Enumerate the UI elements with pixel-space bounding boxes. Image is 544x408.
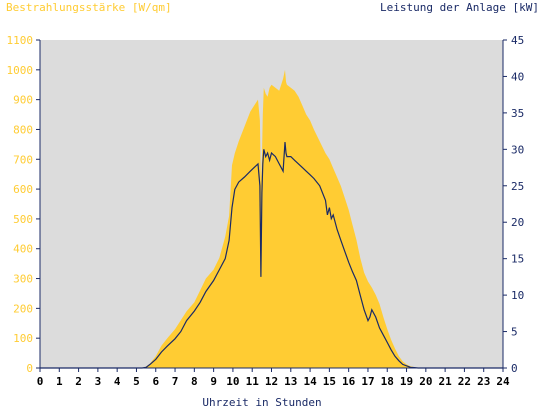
right-tick-label: 0 [511, 362, 518, 375]
right-tick-label: 25 [511, 180, 524, 193]
left-tick-label: 200 [13, 302, 33, 315]
right-tick-label: 30 [511, 143, 524, 156]
right-tick-label: 40 [511, 70, 524, 83]
right-tick-label: 5 [511, 326, 518, 339]
right-tick-label: 15 [511, 253, 524, 266]
right-tick-label: 45 [511, 34, 524, 47]
left-tick-label: 300 [13, 273, 33, 286]
x-tick-label: 17 [361, 375, 374, 388]
right-tick-label: 10 [511, 289, 524, 302]
x-tick-label: 16 [342, 375, 356, 388]
x-tick-label: 14 [303, 375, 317, 388]
irradiance-area [40, 69, 503, 369]
left-tick-label: 600 [13, 183, 33, 196]
x-tick-label: 20 [419, 375, 432, 388]
right-tick-label: 35 [511, 107, 524, 120]
x-tick-label: 2 [75, 375, 82, 388]
x-tick-label: 10 [226, 375, 239, 388]
left-tick-label: 100 [13, 332, 33, 345]
right-axis-title: Leistung der Anlage [kW] [380, 1, 539, 14]
x-axis-title: Uhrzeit in Stunden [202, 396, 321, 408]
x-tick-label: 12 [265, 375, 278, 388]
power-line [40, 141, 503, 369]
left-axis-title: Bestrahlungsstärke [W/qm] [6, 1, 172, 14]
x-tick-label: 24 [496, 375, 510, 388]
left-tick-label: 1100 [7, 34, 34, 47]
x-tick-label: 3 [95, 375, 102, 388]
left-tick-label: 800 [13, 123, 33, 136]
x-tick-label: 4 [114, 375, 121, 388]
right-tick-label: 20 [511, 216, 524, 229]
x-tick-label: 9 [210, 375, 217, 388]
x-tick-label: 5 [133, 375, 140, 388]
x-tick-label: 13 [284, 375, 297, 388]
x-tick-label: 18 [381, 375, 394, 388]
left-tick-label: 500 [13, 213, 33, 226]
left-tick-label: 0 [26, 362, 33, 375]
x-tick-label: 7 [172, 375, 179, 388]
x-tick-label: 21 [439, 375, 453, 388]
x-tick-label: 1 [56, 375, 63, 388]
left-tick-label: 900 [13, 94, 33, 107]
x-tick-label: 11 [246, 375, 260, 388]
left-tick-label: 1000 [7, 64, 34, 77]
x-tick-label: 8 [191, 375, 198, 388]
left-tick-label: 700 [13, 153, 33, 166]
x-tick-label: 22 [458, 375, 471, 388]
x-tick-label: 6 [152, 375, 159, 388]
x-tick-label: 15 [323, 375, 336, 388]
left-tick-label: 400 [13, 243, 33, 256]
x-tick-label: 0 [37, 375, 44, 388]
x-tick-label: 23 [477, 375, 490, 388]
x-tick-label: 19 [400, 375, 413, 388]
